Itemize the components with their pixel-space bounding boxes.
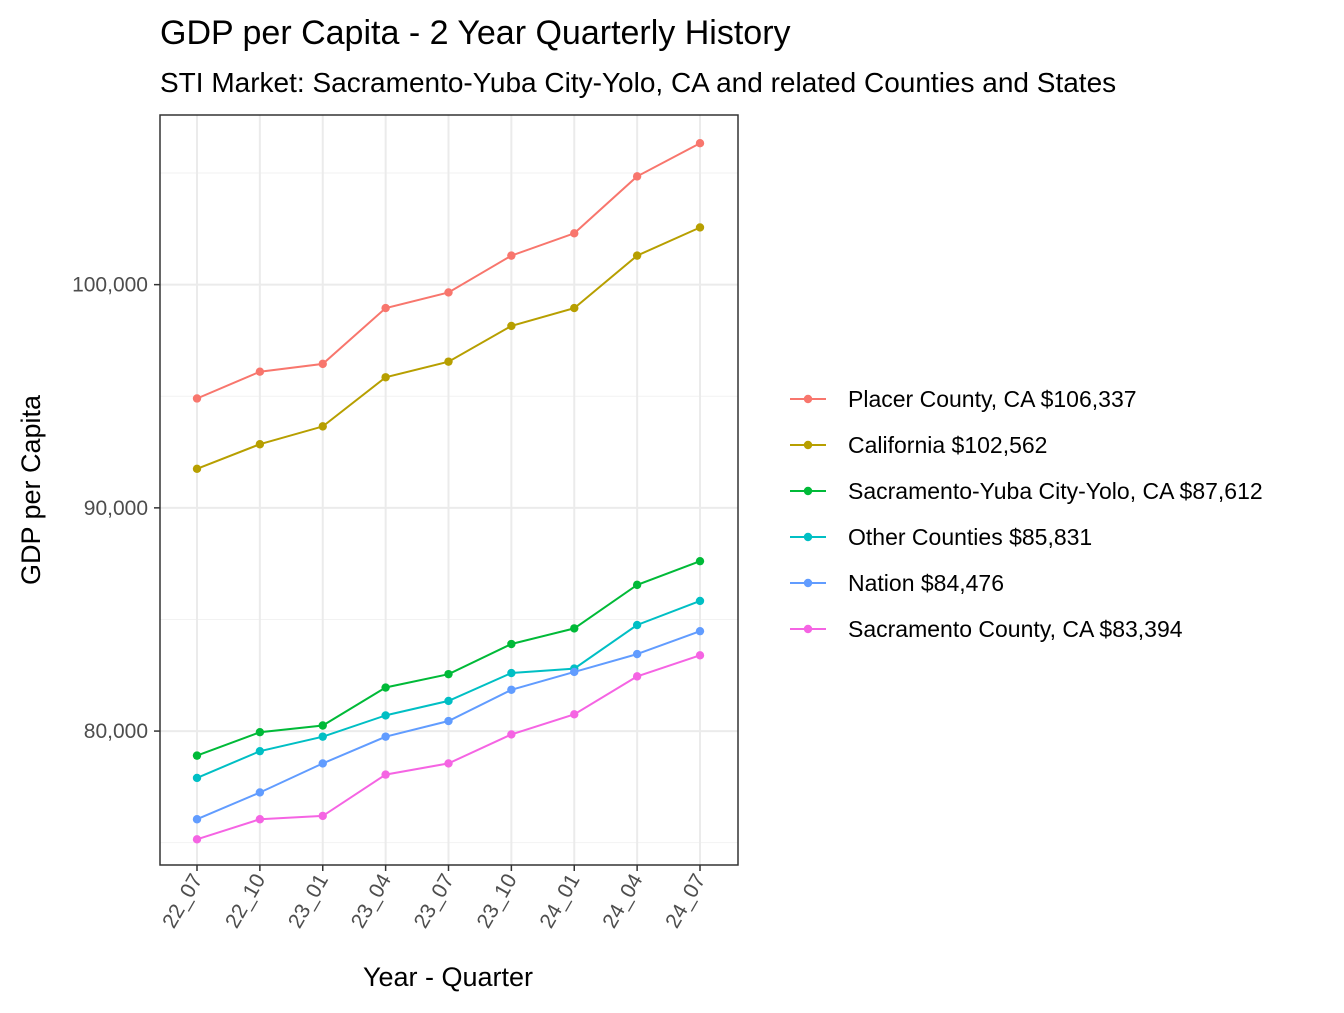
data-point — [570, 229, 579, 238]
series-4 — [192, 626, 705, 824]
x-tick-label: 24_04 — [598, 870, 647, 932]
data-point — [695, 651, 705, 660]
data-point — [507, 668, 516, 678]
data-point — [318, 811, 327, 821]
y-tick-label: 80,000 — [84, 720, 148, 743]
legend-key-point — [803, 624, 813, 634]
series-0 — [192, 138, 705, 403]
data-point — [632, 580, 642, 590]
data-point — [632, 620, 642, 630]
x-tick-label: 23_01 — [284, 870, 333, 932]
x-tick-label: 23_04 — [347, 870, 396, 932]
legend-label: Nation $84,476 — [848, 570, 1004, 596]
data-point — [632, 649, 642, 659]
legend-item: Placer County, CA $106,337 — [790, 386, 1137, 412]
data-point — [570, 667, 579, 677]
data-point — [192, 394, 202, 403]
data-point — [318, 422, 327, 431]
legend-item: Nation $84,476 — [790, 570, 1004, 596]
y-tick-label: 90,000 — [84, 497, 148, 520]
legend-key-point — [803, 440, 813, 450]
data-point — [444, 696, 453, 706]
legend-key-point — [803, 578, 813, 588]
x-axis-title: Year - Quarter — [363, 962, 533, 992]
data-point — [192, 773, 202, 783]
y-tick-label: 100,000 — [72, 274, 148, 297]
data-point — [255, 727, 265, 737]
plot-panel — [160, 115, 738, 865]
data-point — [444, 716, 453, 726]
y-axis-title: GDP per Capita — [16, 394, 46, 585]
data-point — [381, 770, 390, 779]
data-point — [255, 367, 265, 376]
legend-label: Other Counties $85,831 — [848, 524, 1092, 550]
data-point — [507, 639, 516, 649]
x-tick-label: 23_07 — [410, 870, 459, 932]
chart-subtitle: STI Market: Sacramento-Yuba City-Yolo, C… — [160, 67, 1116, 98]
x-tick-label: 22_07 — [158, 870, 207, 932]
data-point — [444, 288, 453, 297]
data-point — [381, 373, 390, 382]
data-point — [507, 251, 516, 260]
legend-label: Sacramento County, CA $83,394 — [848, 616, 1183, 642]
data-point — [381, 732, 390, 741]
data-point — [255, 788, 265, 797]
data-point — [695, 596, 705, 606]
data-point — [255, 440, 265, 449]
data-point — [570, 303, 579, 313]
legend-key-point — [803, 532, 813, 542]
legend-label: Placer County, CA $106,337 — [848, 386, 1137, 412]
legend: Placer County, CA $106,337 California $10… — [790, 386, 1263, 642]
data-point — [192, 751, 202, 760]
data-point — [695, 138, 705, 148]
data-point — [318, 721, 327, 730]
chart-title: GDP per Capita - 2 Year Quarterly Histor… — [160, 14, 791, 52]
data-point — [318, 359, 327, 369]
data-point — [192, 815, 202, 824]
data-point — [192, 464, 202, 473]
legend-item: Sacramento-Yuba City-Yolo, CA $87,612 — [790, 478, 1263, 504]
x-tick-label: 24_01 — [535, 870, 584, 932]
x-tick-label: 22_10 — [221, 870, 270, 932]
data-point — [192, 835, 202, 844]
data-point — [695, 223, 705, 232]
legend-key-point — [803, 486, 813, 496]
legend-key-point — [803, 394, 813, 404]
legend-item: California $102,562 — [790, 432, 1047, 458]
data-point — [444, 759, 453, 768]
data-point — [632, 672, 642, 681]
series-2 — [192, 556, 705, 760]
series-layer — [192, 138, 705, 844]
data-point — [695, 556, 705, 566]
legend-label: California $102,562 — [848, 432, 1047, 458]
data-point — [570, 710, 579, 719]
data-point — [695, 626, 705, 636]
series-1 — [192, 223, 705, 473]
legend-label: Sacramento-Yuba City-Yolo, CA $87,612 — [848, 478, 1263, 504]
data-point — [632, 172, 642, 181]
legend-item: Other Counties $85,831 — [790, 524, 1092, 550]
data-point — [255, 815, 265, 824]
data-point — [318, 759, 327, 768]
x-tick-label: 24_07 — [661, 870, 710, 932]
data-point — [507, 685, 516, 694]
series-5 — [192, 651, 705, 844]
data-point — [570, 624, 579, 633]
data-point — [507, 321, 516, 331]
legend-item: Sacramento County, CA $83,394 — [790, 616, 1183, 642]
data-point — [444, 669, 453, 679]
data-point — [318, 732, 327, 741]
data-point — [444, 357, 453, 366]
data-point — [507, 730, 516, 739]
data-point — [255, 746, 265, 756]
data-point — [632, 251, 642, 260]
data-point — [381, 683, 390, 692]
data-point — [381, 303, 390, 313]
data-point — [381, 711, 390, 720]
x-tick-label: 23_10 — [473, 870, 522, 932]
